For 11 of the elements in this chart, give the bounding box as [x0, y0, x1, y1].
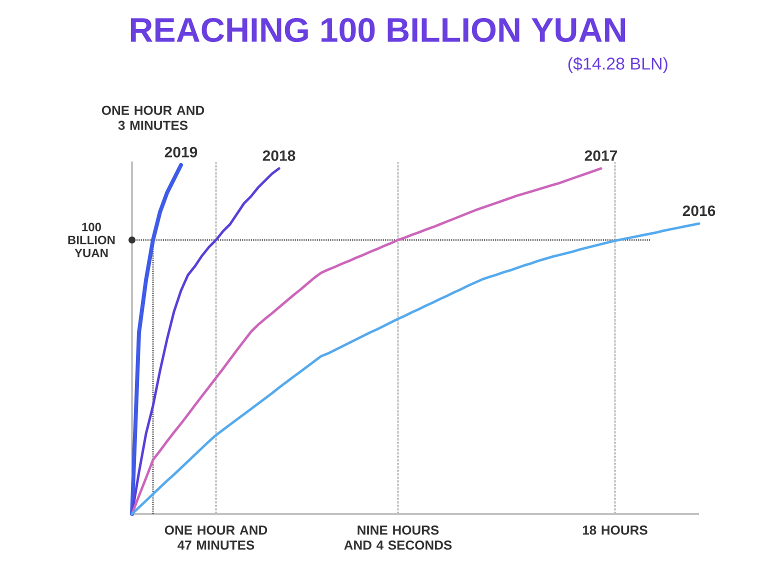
- ref-line-label: 100 BILLION YUAN: [68, 222, 115, 258]
- series-label: 2017: [584, 150, 618, 161]
- text: ONE HOUR AND 3 MINUTES: [102, 106, 204, 130]
- x-tick-label: 18 HOURS: [582, 526, 648, 535]
- x-tick-label: NINE HOURS AND 4 SECONDS: [344, 526, 452, 550]
- chart-subtitle: ($14.28 BLN): [568, 56, 668, 74]
- series-label: 2018: [262, 150, 296, 161]
- series-label: 2016: [682, 205, 716, 216]
- series-label: 2019: [164, 146, 198, 158]
- x-tick-label: ONE HOUR AND 47 MINUTES: [164, 526, 268, 550]
- chart-title: REACHING 100 BILLION YUAN: [130, 18, 626, 42]
